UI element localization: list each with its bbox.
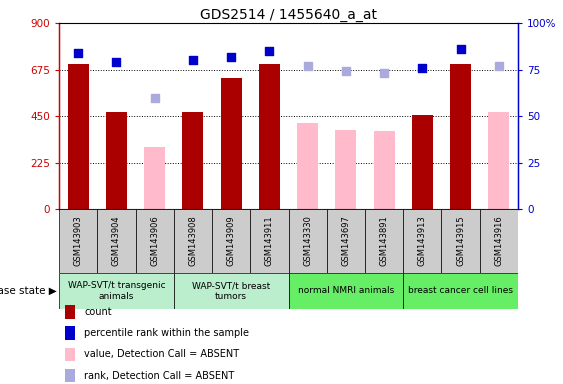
Point xyxy=(379,70,388,76)
Point xyxy=(456,46,465,52)
Bar xyxy=(327,209,365,273)
Bar xyxy=(136,209,174,273)
Point xyxy=(265,48,274,54)
Bar xyxy=(450,65,471,209)
Bar xyxy=(403,273,518,309)
Text: GSM143916: GSM143916 xyxy=(494,215,503,266)
Bar xyxy=(174,209,212,273)
Text: GSM143915: GSM143915 xyxy=(456,216,465,266)
Text: GSM143904: GSM143904 xyxy=(112,216,121,266)
Bar xyxy=(182,112,203,209)
Title: GDS2514 / 1455640_a_at: GDS2514 / 1455640_a_at xyxy=(200,8,377,22)
Point xyxy=(74,50,83,56)
Point xyxy=(418,65,427,71)
Point xyxy=(189,57,198,63)
Bar xyxy=(221,78,242,209)
Text: count: count xyxy=(84,307,112,317)
Bar xyxy=(68,65,89,209)
Text: percentile rank within the sample: percentile rank within the sample xyxy=(84,328,249,338)
Point xyxy=(112,59,121,65)
Text: GSM143908: GSM143908 xyxy=(189,215,198,266)
Bar xyxy=(212,209,251,273)
Bar xyxy=(59,273,174,309)
Text: GSM143697: GSM143697 xyxy=(341,215,350,266)
Text: disease state ▶: disease state ▶ xyxy=(0,286,56,296)
Bar xyxy=(144,147,165,209)
Bar xyxy=(480,209,518,273)
Text: normal NMRI animals: normal NMRI animals xyxy=(298,286,394,295)
Bar xyxy=(412,115,433,209)
Text: GSM143891: GSM143891 xyxy=(379,215,388,266)
Bar xyxy=(97,209,136,273)
Bar xyxy=(174,273,288,309)
Bar xyxy=(288,273,403,309)
Bar xyxy=(259,65,280,209)
Point xyxy=(303,63,312,69)
Bar xyxy=(365,209,403,273)
Text: GSM143909: GSM143909 xyxy=(227,216,236,266)
Text: rank, Detection Call = ABSENT: rank, Detection Call = ABSENT xyxy=(84,371,235,381)
Bar xyxy=(288,209,327,273)
Bar xyxy=(374,131,395,209)
Text: WAP-SVT/t transgenic
animals: WAP-SVT/t transgenic animals xyxy=(68,281,166,301)
Text: GSM143911: GSM143911 xyxy=(265,216,274,266)
Bar xyxy=(403,209,441,273)
Text: breast cancer cell lines: breast cancer cell lines xyxy=(408,286,513,295)
Text: GSM143906: GSM143906 xyxy=(150,215,159,266)
Text: GSM143913: GSM143913 xyxy=(418,215,427,266)
Point xyxy=(227,53,236,60)
Bar xyxy=(106,112,127,209)
Bar xyxy=(251,209,288,273)
Text: WAP-SVT/t breast
tumors: WAP-SVT/t breast tumors xyxy=(192,281,270,301)
Bar xyxy=(488,112,510,209)
Bar xyxy=(297,123,318,209)
Text: GSM143903: GSM143903 xyxy=(74,215,83,266)
Point xyxy=(150,94,159,101)
Bar xyxy=(59,209,97,273)
Text: value, Detection Call = ABSENT: value, Detection Call = ABSENT xyxy=(84,349,240,359)
Text: GSM143330: GSM143330 xyxy=(303,215,312,266)
Point xyxy=(494,63,503,69)
Point xyxy=(341,68,350,74)
Bar xyxy=(441,209,480,273)
Bar xyxy=(336,130,356,209)
